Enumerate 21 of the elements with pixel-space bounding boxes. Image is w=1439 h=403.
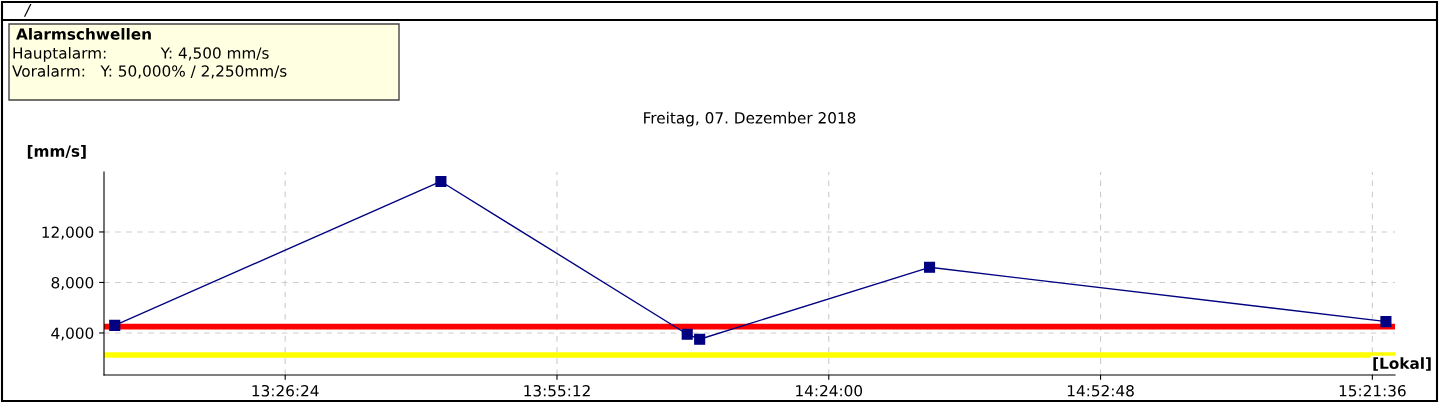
- y-axis-title: [mm/s]: [27, 145, 86, 159]
- chart-title: Freitag, 07. Dezember 2018: [644, 111, 856, 127]
- point: [435, 175, 447, 188]
- text: Hauptalarm: Y: 4,500 mm/s: [13, 47, 269, 62]
- x-tick-label: 15:21:36: [1339, 384, 1406, 397]
- x-tick-label: 14:52:48: [1067, 384, 1134, 397]
- y-tick-label: 8,000: [51, 276, 94, 291]
- y-tick-label: 12,000: [42, 226, 94, 240]
- x-tick-label: 14:24:00: [796, 384, 863, 397]
- point: [924, 261, 936, 273]
- point: [1380, 316, 1392, 328]
- x-tick-label: 13:26:24: [252, 384, 319, 397]
- text: Voralarm: Y: 50,000% / 2,250mm/s: [12, 65, 287, 79]
- x-axis-title: [Lokal]: [1373, 357, 1431, 371]
- y-tick-label: 4,000: [51, 327, 94, 341]
- x-tick-label: 13:55:12: [524, 384, 590, 397]
- text: Alarmschwellen: [16, 28, 151, 40]
- text: /: [23, 4, 32, 17]
- point: [681, 328, 693, 340]
- point: [109, 319, 121, 331]
- point: [694, 333, 706, 345]
